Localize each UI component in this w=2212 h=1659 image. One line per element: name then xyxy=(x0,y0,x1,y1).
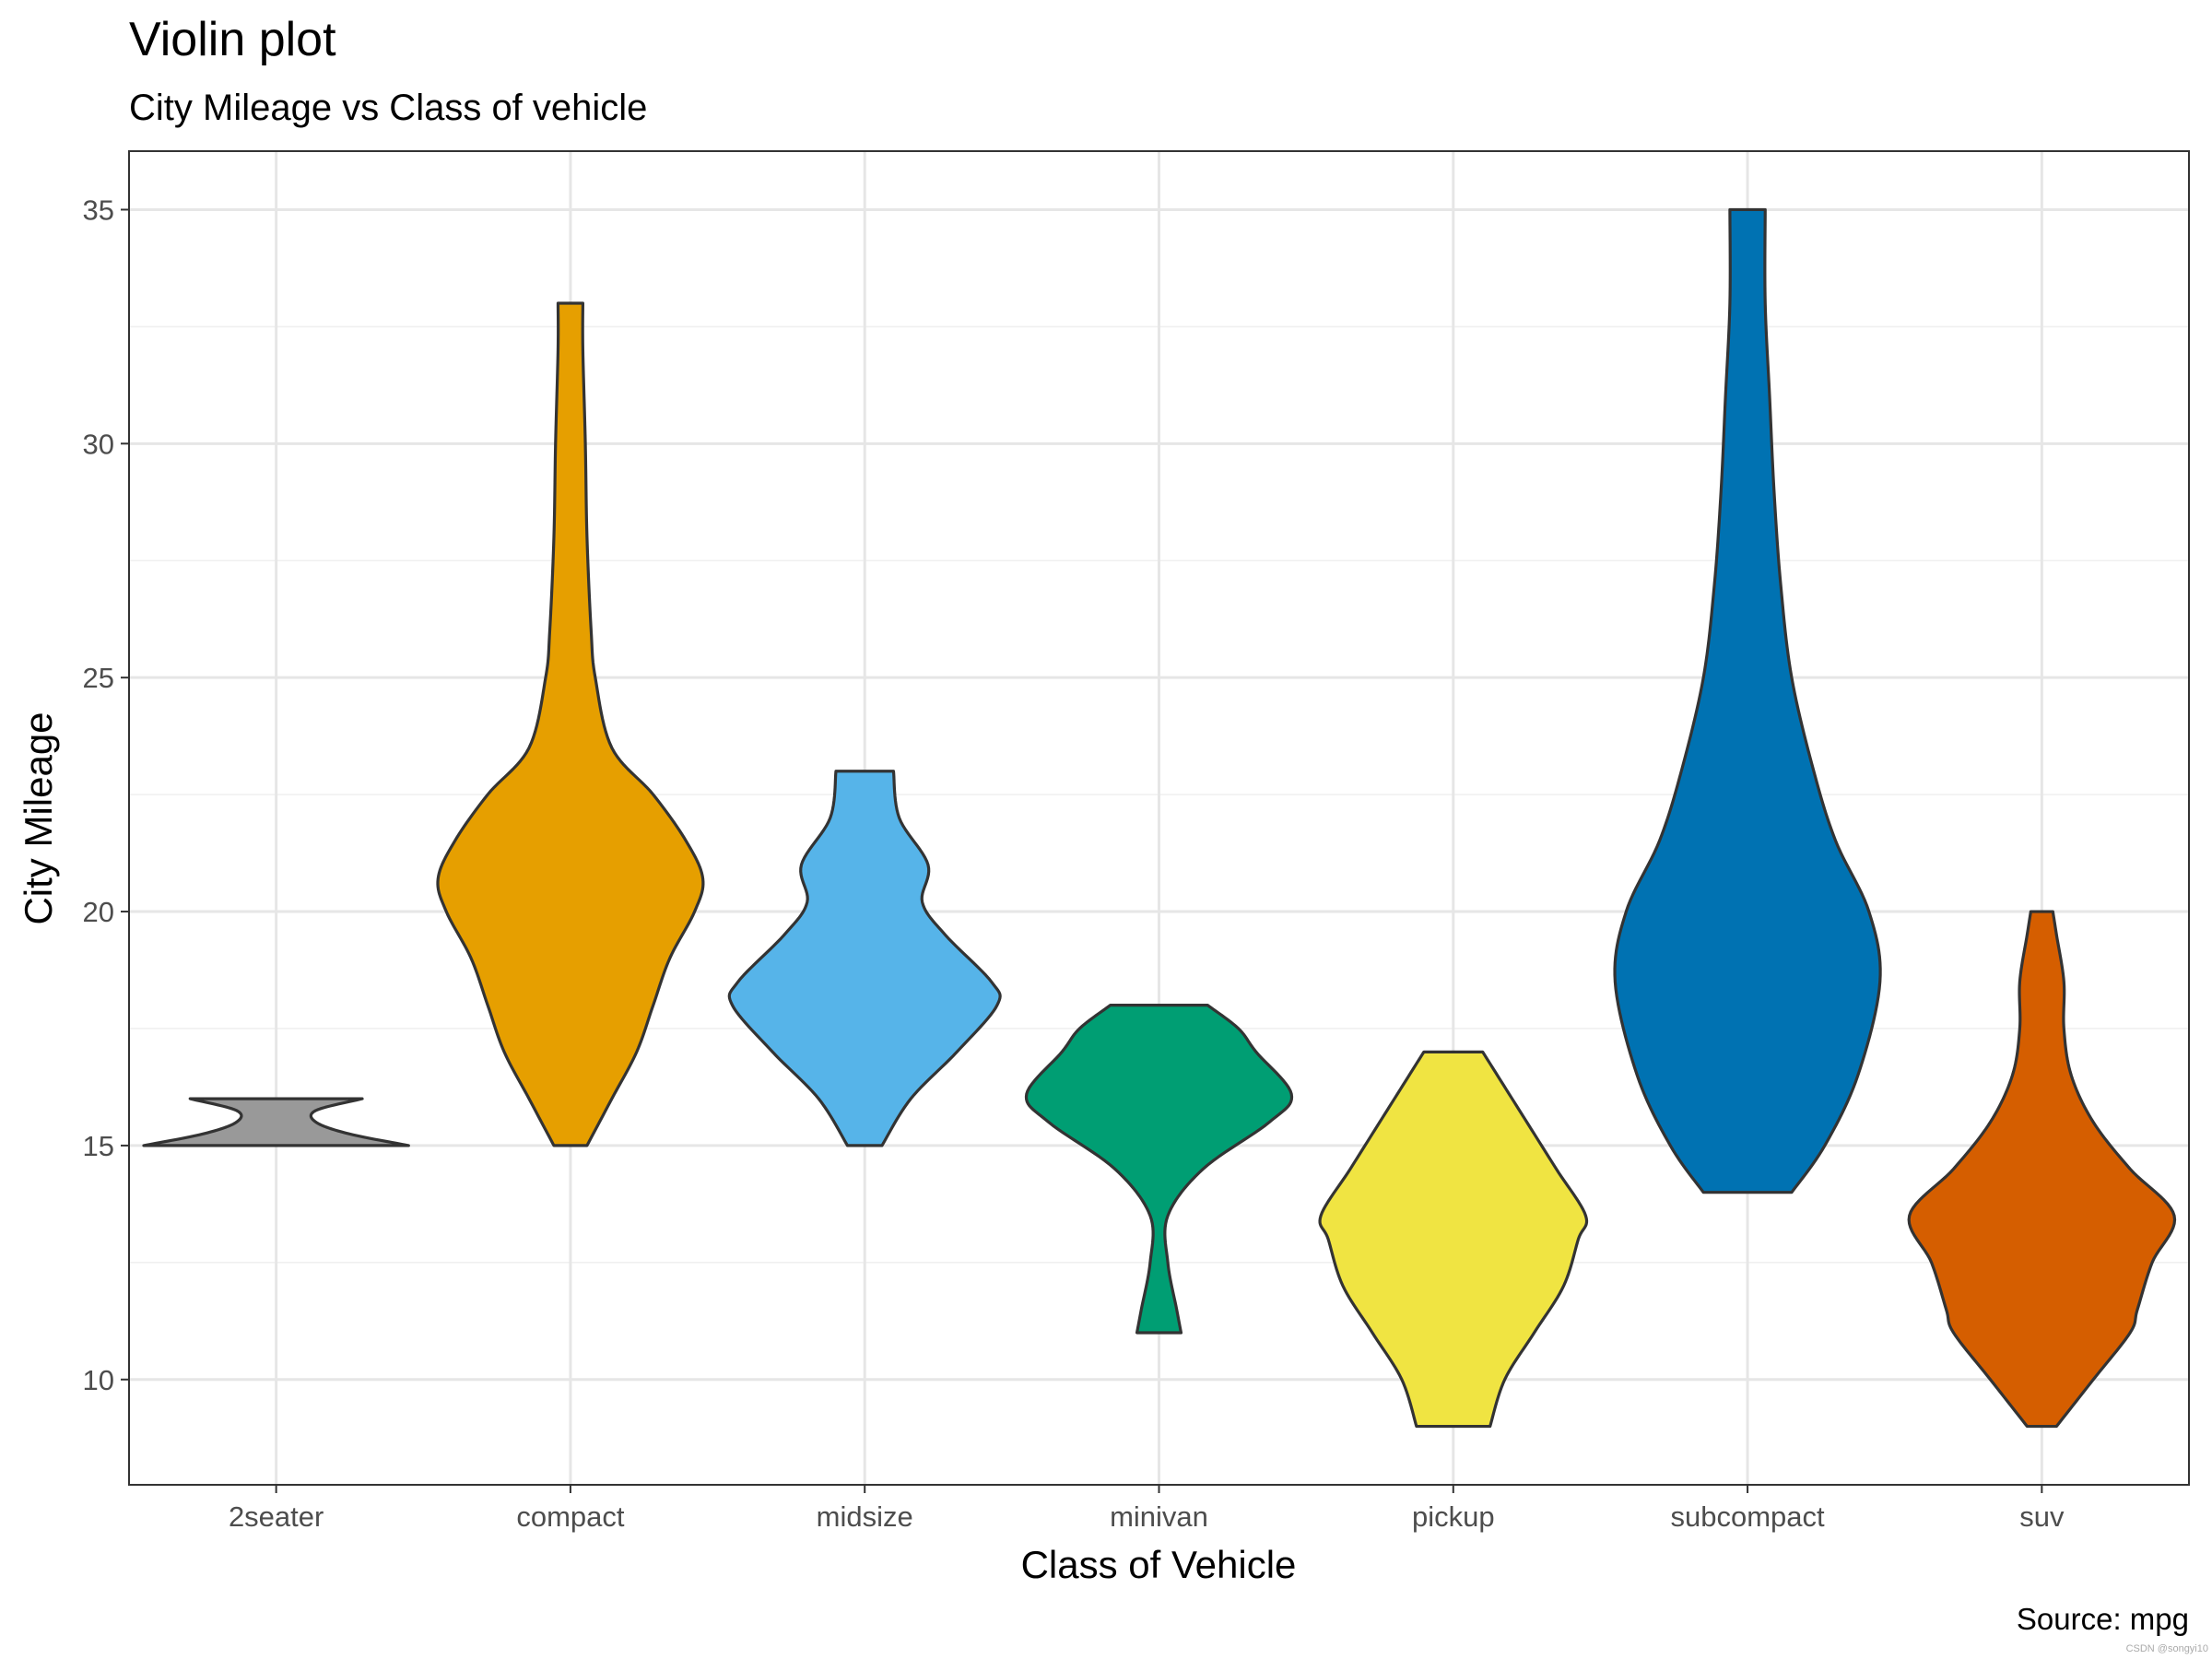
violin-minivan xyxy=(1024,1003,1294,1335)
violin-2seater xyxy=(142,1097,410,1147)
violin-compact xyxy=(436,301,705,1147)
x-tick-label: subcompact xyxy=(1671,1500,1826,1533)
x-tick-label: pickup xyxy=(1412,1500,1495,1533)
y-axis-title: City Mileage xyxy=(17,712,60,924)
x-tick-label: minivan xyxy=(1110,1500,1208,1533)
violins-layer xyxy=(142,207,2177,1429)
y-tick-label: 25 xyxy=(83,662,114,694)
violin-subcompact xyxy=(1613,207,1882,1194)
x-axis: 2seater compact midsize minivan pickup subcom… xyxy=(229,1485,2065,1533)
y-tick-label: 30 xyxy=(83,428,114,460)
x-tick-label: midsize xyxy=(817,1500,913,1533)
y-axis: 10 15 20 25 30 35 xyxy=(83,194,129,1396)
watermark-text: CSDN @songyi10 xyxy=(2126,1643,2208,1654)
y-tick-label: 15 xyxy=(83,1130,114,1162)
plot-panel xyxy=(128,150,2190,1486)
x-tick-label: compact xyxy=(516,1500,625,1533)
chart-title: Violin plot xyxy=(129,13,336,66)
chart-subtitle: City Mileage vs Class of vehicle xyxy=(129,88,647,128)
violin-midsize xyxy=(727,770,1002,1147)
source-caption: Source: mpg xyxy=(2017,1602,2189,1636)
y-tick-label: 10 xyxy=(83,1364,114,1396)
y-tick-label: 20 xyxy=(83,896,114,928)
y-tick-label: 35 xyxy=(83,194,114,226)
x-tick-label: 2seater xyxy=(229,1500,324,1533)
x-tick-label: suv xyxy=(2019,1500,2065,1533)
violin-suv xyxy=(1907,910,2177,1429)
x-axis-title: Class of Vehicle xyxy=(1021,1543,1297,1586)
violin-pickup xyxy=(1318,1050,1589,1429)
